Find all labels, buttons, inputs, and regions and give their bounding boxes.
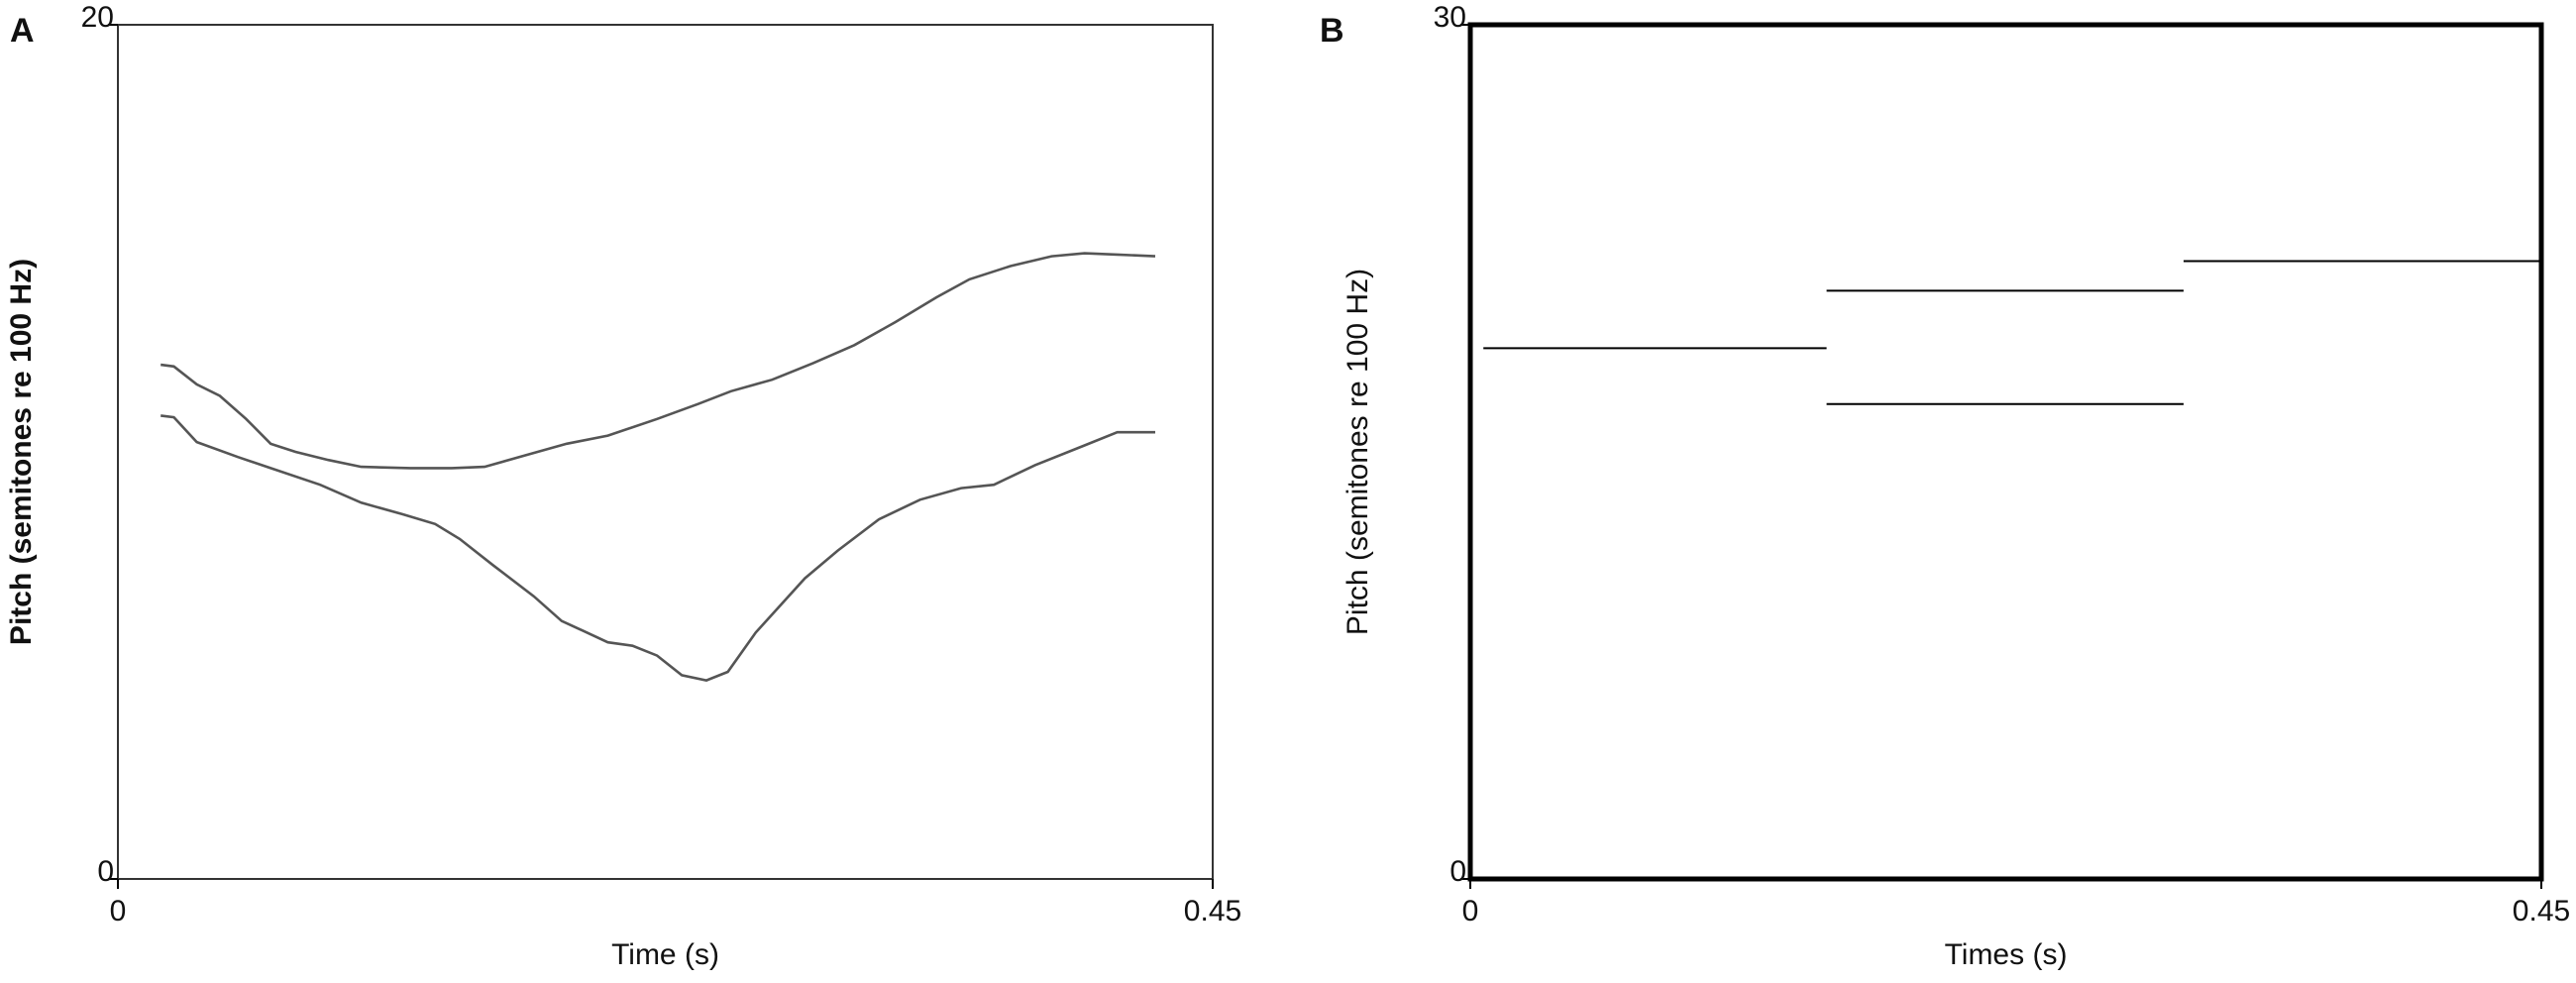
x-tick-label: 0.45 (2513, 895, 2570, 928)
x-tick-label: 0 (110, 895, 127, 928)
y-tick-label: 0 (1449, 855, 1466, 888)
y-tick-label: 20 (81, 1, 114, 34)
y-axis-label: Pitch (semitones re 100 Hz) (1342, 269, 1374, 635)
panel-label: B (1320, 12, 1344, 50)
panel: B 0 30 0 0.45 Times (s) Pitch (semitones re 10… (1320, 1, 2570, 971)
x-axis-label: Time (s) (611, 938, 719, 971)
panel-label: A (10, 12, 35, 50)
plot-frame (1467, 22, 2544, 882)
y-axis-label: Pitch (semitones re 100 Hz) (5, 259, 38, 645)
pitch-line (161, 252, 1156, 470)
x-axis-label: Times (s) (1945, 938, 2068, 971)
panel: A 0 20 0 0.45 Time (s) Pitch (semitones re 100… (5, 1, 1241, 971)
x-tick-label: 0.45 (1184, 895, 1241, 928)
pitch-line (161, 414, 1155, 682)
plot-frame (117, 24, 1214, 880)
x-tick-label: 0 (1462, 895, 1479, 928)
y-tick-label: 30 (1434, 1, 1466, 34)
y-tick-label: 0 (97, 855, 114, 888)
